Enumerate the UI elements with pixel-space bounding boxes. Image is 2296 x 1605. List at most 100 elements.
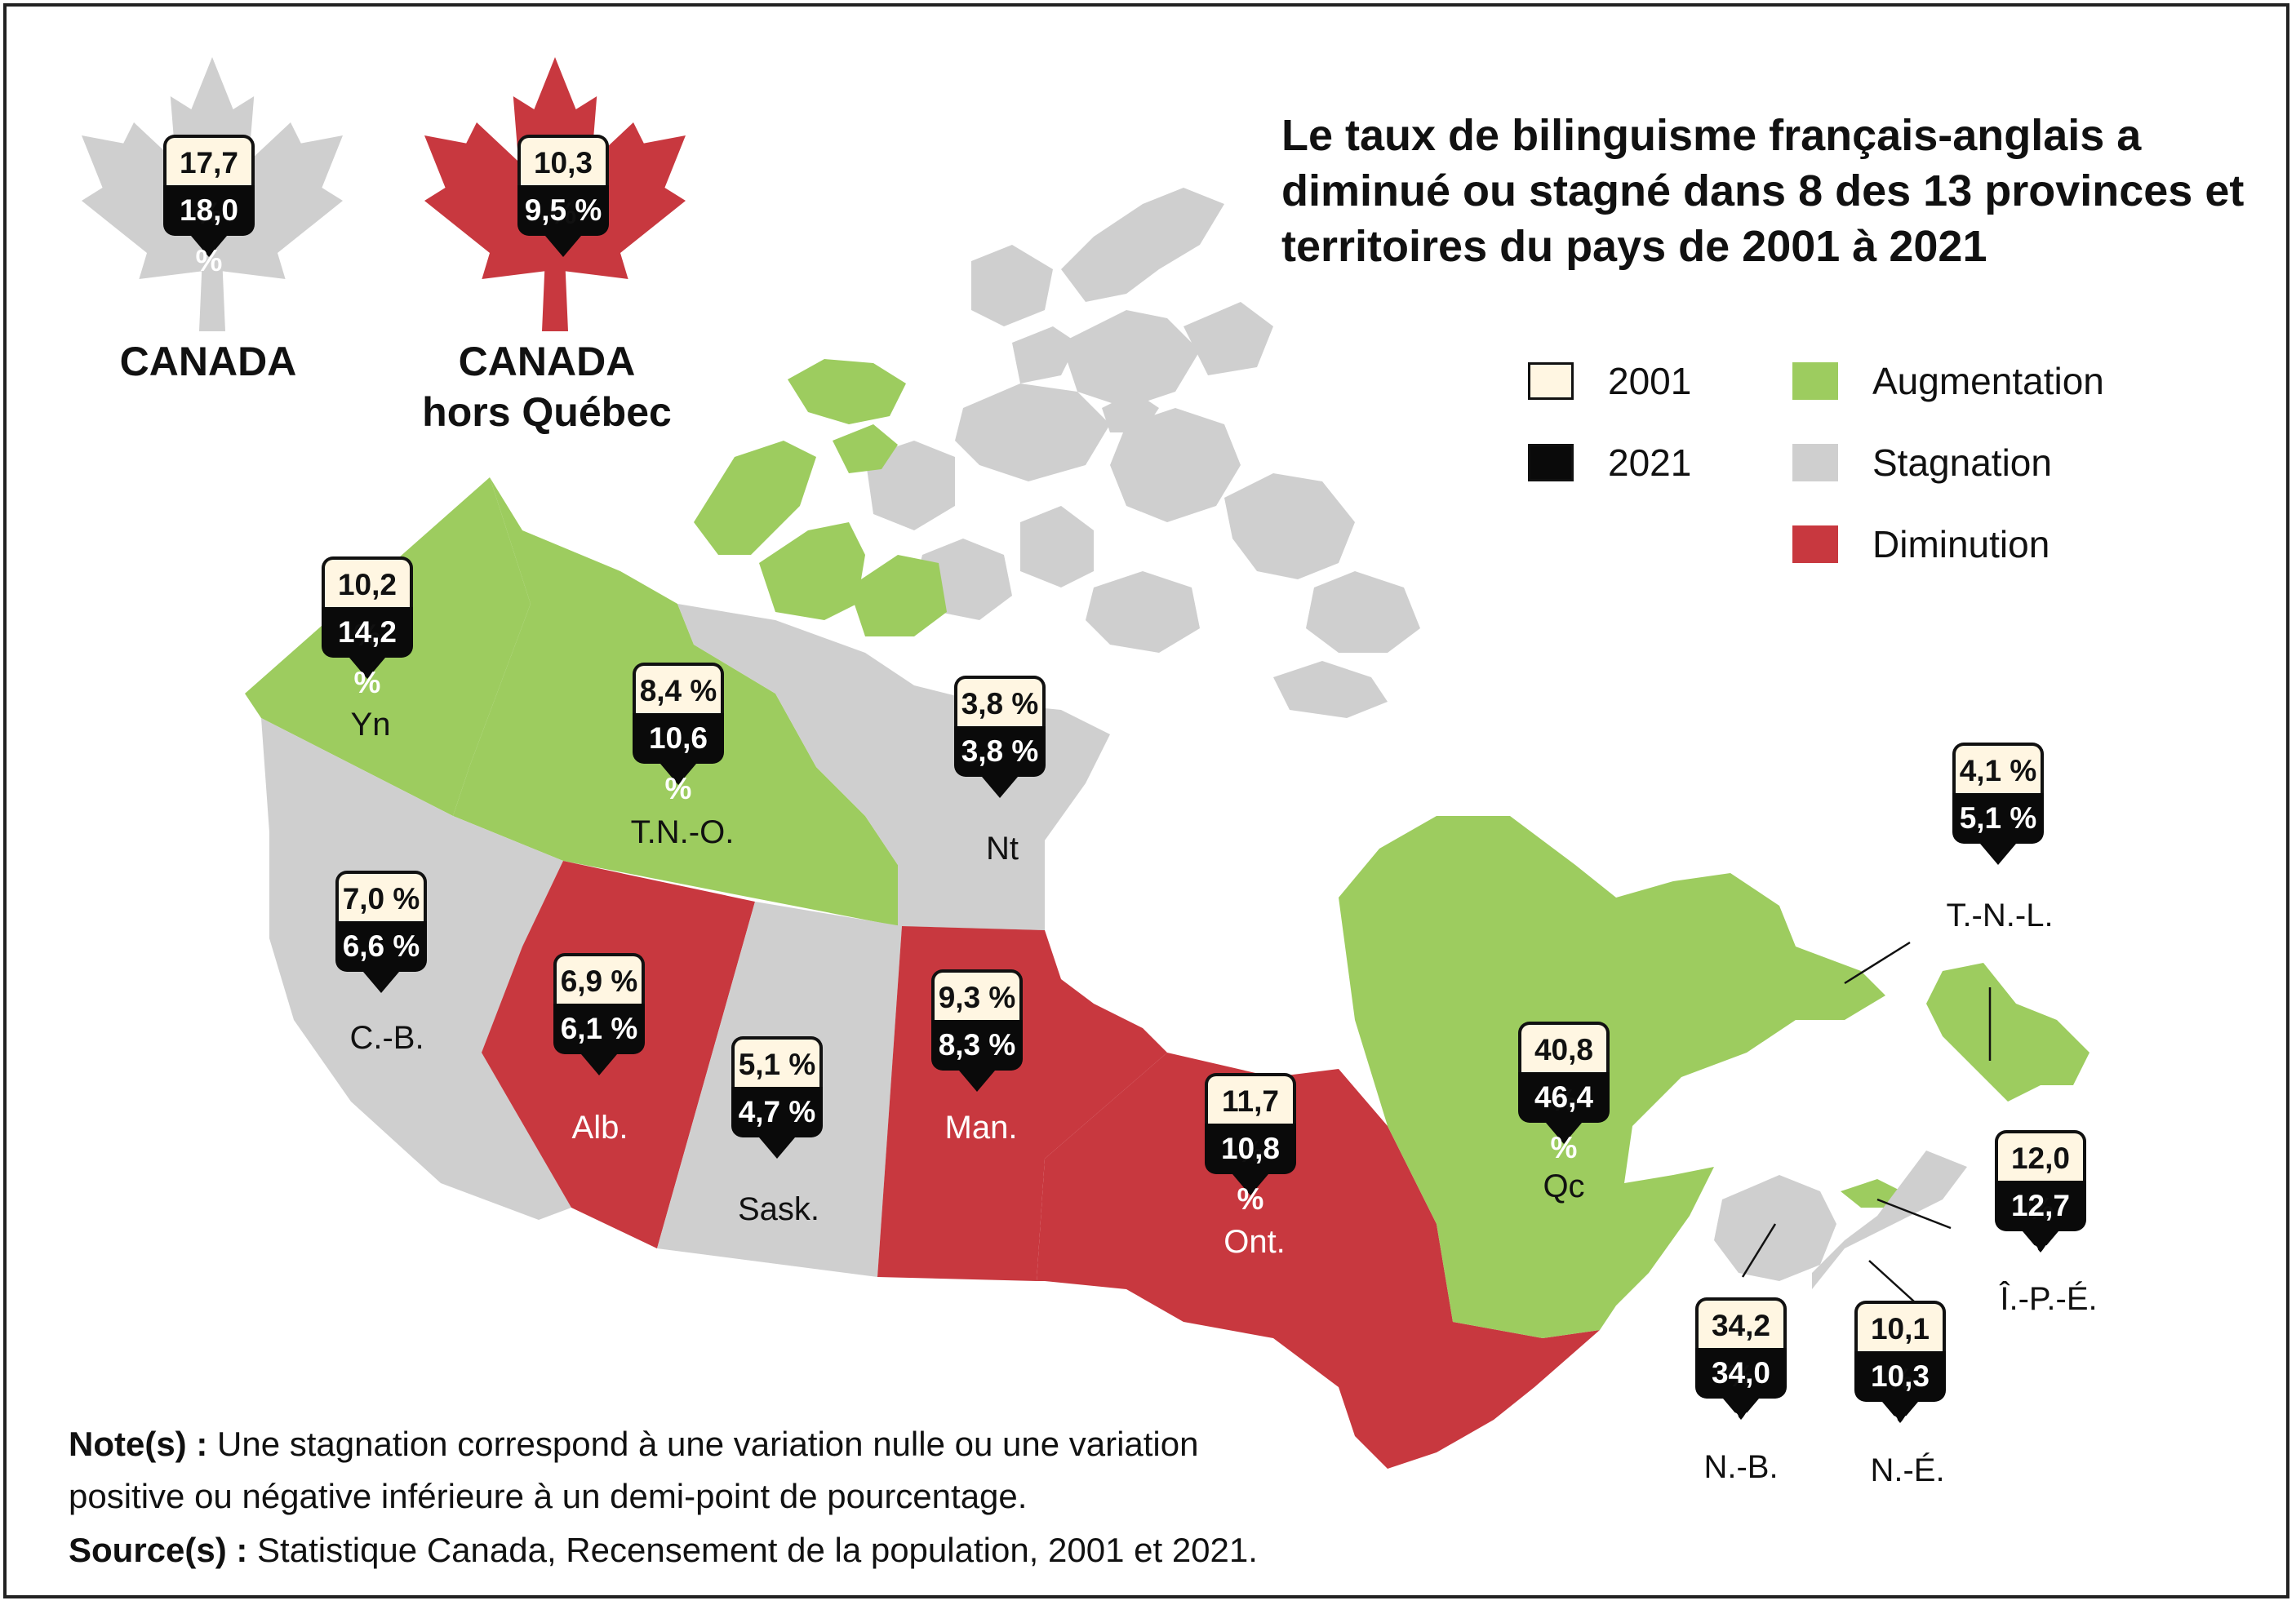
legend-2021: 2021 <box>1528 441 1691 485</box>
badge-tno: 8,4 % 10,6 % <box>633 663 724 805</box>
region-tnl <box>1926 963 2089 1102</box>
badge-pointer <box>1232 1174 1268 1195</box>
legend-swatch-2001 <box>1528 362 1574 400</box>
badge-pointer <box>581 1054 617 1075</box>
badge-value-2021: 10,8 % <box>1205 1124 1296 1216</box>
badge-value-2021: 6,6 % <box>335 921 427 972</box>
region-label-tnl: T.-N.-L. <box>1946 898 2054 933</box>
badge-value-2021: 46,4 % <box>1518 1072 1610 1164</box>
region-ipe <box>1841 1179 1902 1208</box>
badge-canada-hors-quebec: 10,3 % 9,5 % <box>517 135 609 257</box>
badge-pointer <box>1723 1399 1759 1420</box>
badge-ont: 11,7 % 10,8 % <box>1205 1073 1296 1216</box>
source-label: Source(s) : <box>69 1531 248 1569</box>
region-ne <box>1812 1151 1967 1289</box>
badge-value-2021: 14,2 % <box>322 607 413 699</box>
region-nt <box>677 604 1110 930</box>
badge-nb: 34,2 % 34,0 % <box>1695 1297 1787 1440</box>
badge-value-2001: 34,2 % <box>1695 1297 1787 1393</box>
border-frame <box>3 3 2289 1598</box>
region-label-sask: Sask. <box>737 1191 820 1227</box>
legend-2001: 2001 <box>1528 359 1691 403</box>
national-label-canada: CANADA <box>119 339 297 384</box>
legend-label-stagnation: Stagnation <box>1872 441 2052 484</box>
region-label-nb: N.-B. <box>1703 1449 1779 1485</box>
legend-label-diminution: Diminution <box>1872 523 2050 565</box>
badge-pointer <box>349 658 385 679</box>
legend-label-augmentation: Augmentation <box>1872 360 2104 402</box>
badge-cb: 7,0 % 6,6 % <box>335 871 427 993</box>
badge-value-2021: 3,8 % <box>954 726 1046 777</box>
legend-diminution: Diminution <box>1792 522 2050 566</box>
region-qc <box>1339 816 1885 1338</box>
legend-augmentation: Augmentation <box>1792 359 2104 403</box>
badge-nt: 3,8 % 3,8 % <box>954 676 1046 798</box>
legend-stagnation: Stagnation <box>1792 441 2052 485</box>
note-text: Une stagnation correspond à une variatio… <box>69 1425 1199 1515</box>
badge-pointer <box>1980 844 2016 865</box>
badge-value-2021: 4,7 % <box>731 1087 823 1137</box>
leader-lines <box>1741 941 1992 1302</box>
region-nb <box>1714 1175 1836 1281</box>
badge-pointer <box>660 764 696 785</box>
badge-pointer <box>982 777 1018 798</box>
badge-value-2021: 34,0 % <box>1695 1348 1787 1440</box>
region-label-nt: Nt <box>986 831 1019 867</box>
badge-value-2021: 12,7 % <box>1995 1181 2086 1273</box>
legend-swatch-stagnation <box>1792 444 1838 481</box>
badge-value-2001: 4,1 % <box>1952 743 2044 793</box>
badge-value-2001: 10,3 % <box>517 135 609 230</box>
badge-value-2021: 8,3 % <box>931 1020 1023 1071</box>
region-label-alb: Alb. <box>571 1110 628 1146</box>
badge-value-2021: 6,1 % <box>553 1004 645 1054</box>
badge-value-2001: 6,9 % <box>553 953 645 1004</box>
region-alb <box>482 861 755 1248</box>
badge-value-2021: 10,6 % <box>633 713 724 805</box>
nwt-arctic-islands <box>694 359 947 636</box>
badge-pointer <box>545 236 581 257</box>
badge-ipe: 12,0 % 12,7 % <box>1995 1130 2086 1273</box>
badge-pointer <box>759 1137 795 1159</box>
badge-pointer <box>191 236 227 257</box>
badge-value-2021: 18,0 % <box>163 185 255 277</box>
legend-label-2001: 2001 <box>1608 360 1692 402</box>
region-label-qc: Qc <box>1543 1168 1585 1204</box>
badge-value-2001: 40,8 % <box>1518 1022 1610 1117</box>
region-label-ne: N.-É. <box>1870 1452 1945 1488</box>
badge-value-2001: 17,7 % <box>163 135 255 230</box>
legend-label-2021: 2021 <box>1608 441 1692 484</box>
badge-value-2021: 5,1 % <box>1952 793 2044 844</box>
badge-sask: 5,1 % 4,7 % <box>731 1036 823 1159</box>
source: Source(s) : Statistique Canada, Recensem… <box>69 1524 1456 1576</box>
badge-value-2001: 5,1 % <box>731 1036 823 1087</box>
badge-pointer <box>959 1071 995 1092</box>
region-label-cb: C.-B. <box>349 1020 424 1056</box>
badge-tnl: 4,1 % 5,1 % <box>1952 743 2044 865</box>
badge-qc: 40,8 % 46,4 % <box>1518 1022 1610 1164</box>
badge-value-2001: 11,7 % <box>1205 1073 1296 1168</box>
region-ont <box>1037 1053 1600 1469</box>
national-label-canada-hors-quebec: CANADA hors Québec <box>422 339 672 435</box>
region-label-ipe: Î.-P.-É. <box>2000 1281 2098 1317</box>
badge-value-2001: 8,4 % <box>633 663 724 713</box>
legend-swatch-2021 <box>1528 444 1574 481</box>
badge-value-2001: 7,0 % <box>335 871 427 921</box>
badge-value-2001: 12,0 % <box>1995 1130 2086 1226</box>
chart-title: Le taux de bilinguisme français-anglais … <box>1281 111 2245 271</box>
arctic-islands <box>865 188 1420 718</box>
badge-value-2001: 10,1 % <box>1854 1301 1946 1396</box>
badge-pointer <box>363 972 399 993</box>
badge-ne: 10,1 % 10,3 % <box>1854 1301 1946 1443</box>
badge-value-2001: 3,8 % <box>954 676 1046 726</box>
badge-man: 9,3 % 8,3 % <box>931 969 1023 1092</box>
badge-pointer <box>1546 1123 1582 1144</box>
region-label-ont: Ont. <box>1223 1224 1286 1260</box>
badge-pointer <box>2023 1231 2058 1253</box>
badge-value-2021: 10,3 % <box>1854 1351 1946 1443</box>
note: Note(s) : Une stagnation correspond à un… <box>69 1418 1228 1523</box>
source-text: Statistique Canada, Recensement de la po… <box>257 1531 1258 1569</box>
badge-alb: 6,9 % 6,1 % <box>553 953 645 1075</box>
badge-value-2001: 10,2 % <box>322 556 413 652</box>
badge-value-2021: 9,5 % <box>517 185 609 236</box>
badge-pointer <box>1882 1402 1918 1423</box>
